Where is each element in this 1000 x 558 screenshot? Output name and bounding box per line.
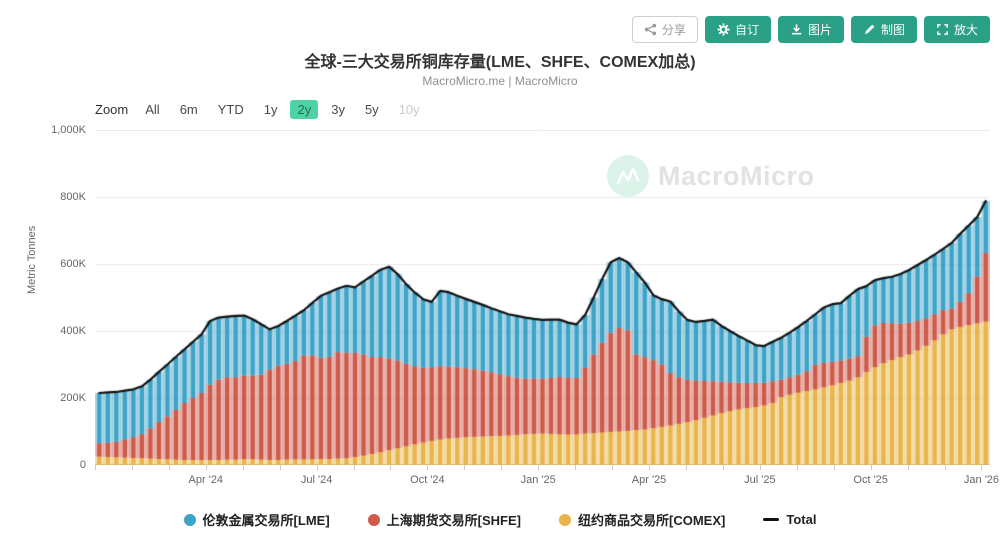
legend-label: 纽约商品交易所[COMEX] [578,513,726,528]
x-tick-label: Jan '25 [520,474,556,486]
legend-item-series[interactable]: 纽约商品交易所[COMEX] [559,510,725,529]
y-tick-label: 200K [60,392,86,404]
zoom-option-all[interactable]: All [145,102,160,117]
x-axis-minor-tick [464,465,466,470]
share-button[interactable]: 分享 [631,16,698,43]
zoom-label: Zoom [95,102,129,117]
x-tick-label: Oct '24 [410,474,445,486]
zoom-option-2y[interactable]: 2y [290,100,319,119]
x-axis-minor-tick [427,465,429,470]
make-chart-button[interactable]: 制图 [850,16,917,43]
x-axis-minor-tick [907,465,909,470]
stacked-bar-canvas[interactable] [95,130,990,465]
x-tick-label: Jan '26 [963,474,1000,486]
x-tick-label: Jul '24 [300,474,333,486]
x-axis-minor-tick [242,465,244,470]
x-axis-minor-tick [279,465,281,470]
x-axis-minor-tick [612,465,614,470]
x-axis-minor-tick [833,465,835,470]
x-axis-minor-tick [205,465,207,470]
customize-label: 自订 [734,23,759,37]
legend-item-series[interactable]: 上海期货交易所[SHFE] [367,510,521,529]
x-axis-minor-tick [131,465,133,470]
customize-button[interactable]: 自订 [704,16,771,43]
plot-area[interactable] [95,130,990,465]
x-tick-label: Jul '25 [744,474,776,486]
legend-label: 伦敦金属交易所[LME] [202,513,330,528]
y-tick-label: 400K [60,325,86,337]
series-dot-marker [183,513,196,526]
share-label: 分享 [661,23,686,37]
zoom-option-3y[interactable]: 3y [331,102,345,117]
x-axis-minor-tick [316,465,318,470]
fullscreen-button[interactable]: 放大 [923,16,990,43]
zoom-range-bar: Zoom All 6m YTD 1y 2y 3y 5y 10y [95,100,427,119]
share-icon [644,23,657,36]
fullscreen-label: 放大 [953,23,978,37]
page-title: 全球-三大交易所铜库存量(LME、SHFE、COMEX加总) [304,54,696,71]
zoom-options: All 6m YTD 1y 2y 3y 5y 10y [138,100,426,119]
zoom-option-6m[interactable]: 6m [179,102,198,117]
series-dot-marker [367,513,380,526]
toolbar: 分享 自订 图片 制图 放大 [631,16,990,43]
x-axis-minor-tick [759,465,761,470]
gear-icon [717,23,730,36]
y-tick-label: 600K [60,258,86,270]
zoom-option-1y[interactable]: 1y [263,102,278,117]
make-chart-label: 制图 [880,23,905,37]
image-label: 图片 [807,23,832,37]
legend-label: 上海期货交易所[SHFE] [386,513,521,528]
x-axis-minor-tick [649,465,651,470]
legend-item-total[interactable]: Total [763,512,816,527]
x-tick-label: Apr '24 [188,474,224,486]
page-subtitle: MacroMicro.me | MacroMicro [422,74,578,88]
x-axis-minor-tick [390,465,392,470]
y-tick-label: 800K [60,191,86,203]
x-axis-minor-tick [796,465,798,470]
zoom-option-5y[interactable]: 5y [364,102,379,117]
x-axis-minor-tick [981,465,983,470]
download-icon [790,23,803,36]
image-download-button[interactable]: 图片 [777,16,844,43]
x-axis-minor-tick [538,465,540,470]
y-tick-label: 1,000K [51,124,86,136]
total-line-marker [763,518,780,521]
pencil-icon [863,23,876,36]
series-dot-marker [559,513,571,526]
x-tick-label: Oct '25 [853,474,888,486]
y-tick-label: 0 [79,459,86,471]
x-axis-minor-tick [870,465,872,470]
x-axis-minor-tick [168,465,170,470]
zoom-option-ytd[interactable]: YTD [217,102,244,117]
x-axis-minor-tick [944,465,946,470]
x-axis-minor-tick [353,465,355,470]
x-axis-minor-tick [722,465,724,470]
x-tick-label: Apr '25 [631,474,667,486]
x-axis-minor-tick [501,465,503,470]
legend-item-series[interactable]: 伦敦金属交易所[LME] [183,510,330,529]
legend: 伦敦金属交易所[LME] 上海期货交易所[SHFE] 纽约商品交易所[COMEX] T… [0,510,1000,529]
x-axis-minor-tick [95,465,96,470]
expand-icon [936,23,949,36]
x-axis-minor-tick [685,465,687,470]
legend-label: Total [786,512,817,527]
zoom-option-10y: 10y [398,102,420,117]
x-axis-minor-tick [575,465,577,470]
y-axis-title: Metric Tonnes [26,225,38,294]
